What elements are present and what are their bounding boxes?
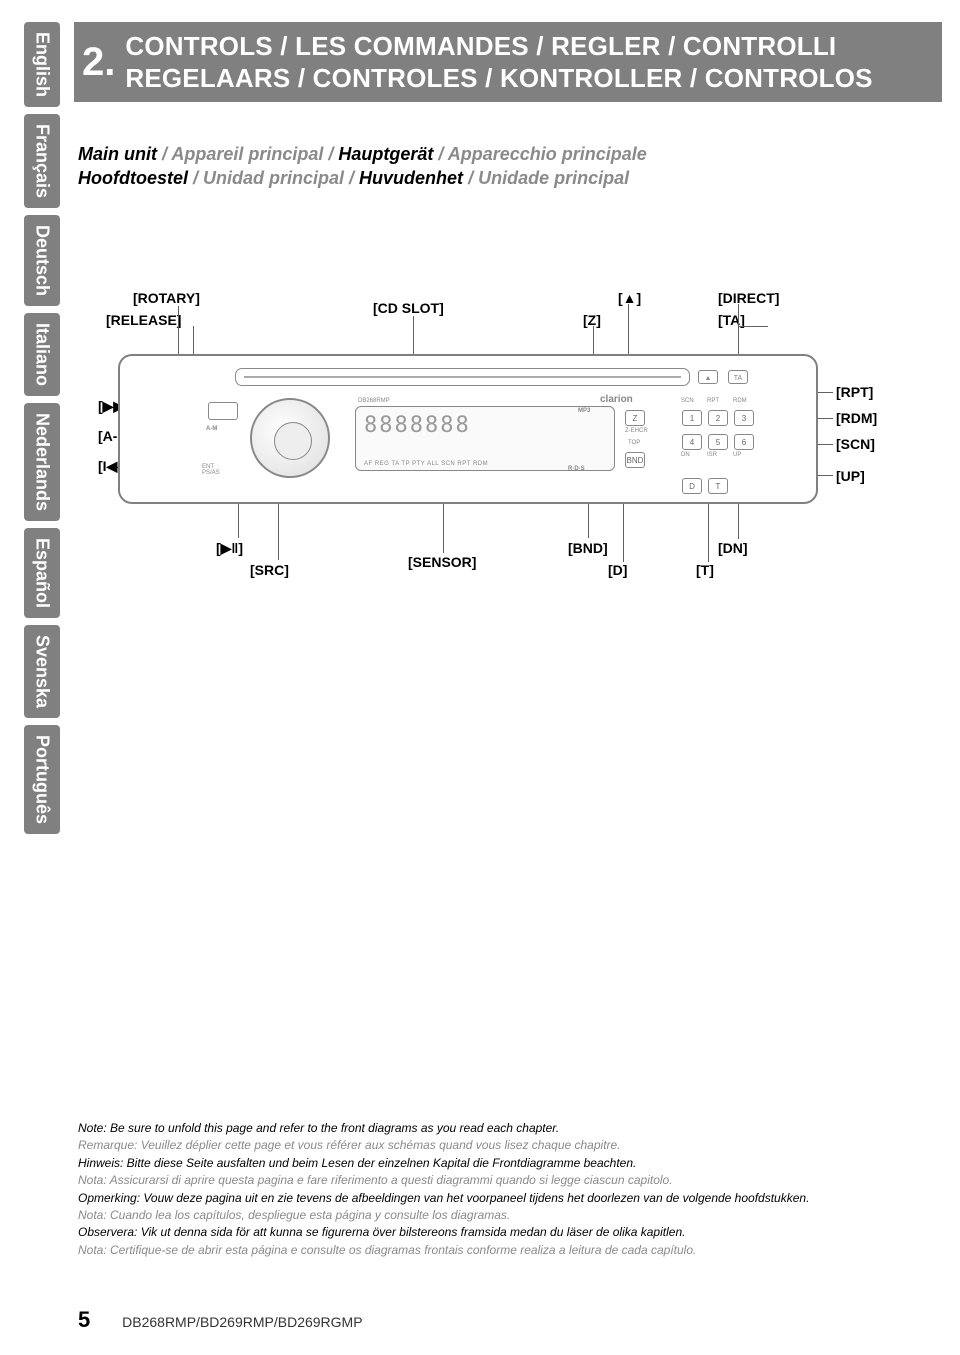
lang-tab-english: English <box>24 22 60 107</box>
z-button: Z <box>625 410 645 426</box>
label-rpt: [RPT] <box>836 384 873 400</box>
bnd-button: BND <box>625 452 645 468</box>
leader-line <box>278 495 279 560</box>
note-line: Remarque: Veuillez déplier cette page et… <box>78 1137 938 1154</box>
label-d: [D] <box>608 562 627 578</box>
car-stereo-face: ▲ TA 8888888 AF REG TA TP PTY ALL SCN RP… <box>118 354 818 504</box>
rds-badge: R·D·S <box>568 466 585 472</box>
main-unit-part: / <box>463 168 478 188</box>
controls-diagram: [ROTARY] [RELEASE] [CD SLOT] [▲] [Z] [DI… <box>78 270 878 620</box>
preset-button-6: 6 <box>734 434 754 450</box>
am-text: A-M <box>206 426 217 432</box>
label-scn: [SCN] <box>836 436 875 452</box>
lang-tab-español: Español <box>24 528 60 618</box>
page-number: 5 <box>78 1307 90 1332</box>
ta-button: TA <box>728 370 748 384</box>
note-line: Hinweis: Bitte diese Seite ausfalten und… <box>78 1155 938 1172</box>
header-line1: CONTROLS / LES COMMANDES / REGLER / CONT… <box>125 30 872 63</box>
lcd-subtext: AF REG TA TP PTY ALL SCN RPT RDM <box>364 461 488 467</box>
main-unit-part: Apparecchio principale <box>448 144 647 164</box>
main-unit-part: Hoofdtoestel <box>78 168 188 188</box>
label-up: [UP] <box>836 468 865 484</box>
note-line: Opmerking: Vouw deze pagina uit en zie t… <box>78 1190 938 1207</box>
page-footer: 5 DB268RMP/BD269RMP/BD269RGMP <box>78 1307 363 1333</box>
main-unit-part: / <box>344 168 359 188</box>
header-line2: REGELAARS / CONTROLES / KONTROLLER / CON… <box>125 62 872 95</box>
label-direct: [DIRECT] <box>718 290 779 306</box>
label-dn: [DN] <box>718 540 748 556</box>
mp3-badge: MP3 <box>578 408 590 414</box>
label-z: [Z] <box>583 312 601 328</box>
grid-label: RPT <box>707 398 719 404</box>
header-titles: CONTROLS / LES COMMANDES / REGLER / CONT… <box>125 30 872 95</box>
section-number: 2. <box>82 40 115 85</box>
brand-logo: clarion <box>600 394 633 405</box>
main-unit-part: Main unit <box>78 144 157 164</box>
grid-label: ISR <box>707 452 717 458</box>
eject-button: ▲ <box>698 370 718 384</box>
lang-tab-français: Français <box>24 114 60 208</box>
top-text: TOP <box>628 440 640 446</box>
label-t: [T] <box>696 562 714 578</box>
grid-label: UP <box>733 452 741 458</box>
d-button: D <box>682 478 702 494</box>
leader-line <box>738 326 768 327</box>
preset-button-1: 1 <box>682 410 702 426</box>
model-number: DB268RMP <box>358 398 390 404</box>
label-release: [RELEASE] <box>106 312 181 328</box>
lang-tab-português: Português <box>24 725 60 834</box>
preset-button-3: 3 <box>734 410 754 426</box>
note-line: Nota: Assicurarsi di aprire questa pagin… <box>78 1172 938 1189</box>
preset-button-5: 5 <box>708 434 728 450</box>
main-unit-heading: Main unit / Appareil principal / Hauptge… <box>78 142 647 191</box>
lcd-display: 8888888 AF REG TA TP PTY ALL SCN RPT RDM <box>355 406 615 471</box>
notes-block: Note: Be sure to unfold this page and re… <box>78 1120 938 1259</box>
section-header: 2. CONTROLS / LES COMMANDES / REGLER / C… <box>74 22 942 102</box>
main-unit-part: / <box>433 144 447 164</box>
model-line: DB268RMP/BD269RMP/BD269RGMP <box>122 1314 362 1330</box>
z-enhancer-text: Z-EHCR <box>625 428 648 434</box>
main-unit-part: / <box>323 144 338 164</box>
note-line: Note: Be sure to unfold this page and re… <box>78 1120 938 1137</box>
label-cd-slot: [CD SLOT] <box>373 300 444 316</box>
label-eject: [▲] <box>618 290 641 306</box>
t-button: T <box>708 478 728 494</box>
label-sensor: [SENSOR] <box>408 554 476 570</box>
lcd-segments: 8888888 <box>364 413 471 438</box>
main-unit-part: Unidad principal <box>203 168 344 188</box>
lang-tab-svenska: Svenska <box>24 625 60 718</box>
grid-label: DN <box>681 452 690 458</box>
note-line: Nota: Cuando lea los capítulos, desplieg… <box>78 1207 938 1224</box>
release-button <box>208 402 238 420</box>
grid-label: SCN <box>681 398 694 404</box>
lang-tab-italiano: Italiano <box>24 313 60 396</box>
note-line: Observera: Vik ut denna sida för att kun… <box>78 1224 938 1241</box>
language-sidebar: English Français Deutsch Italiano Nederlands… <box>24 22 60 834</box>
main-unit-part: / <box>188 168 203 188</box>
note-line: Nota: Certifique-se de abrir esta página… <box>78 1242 938 1259</box>
main-unit-part: Hauptgerät <box>338 144 433 164</box>
rotary-knob <box>250 398 330 478</box>
main-unit-part: Huvudenhet <box>359 168 463 188</box>
lang-tab-deutsch: Deutsch <box>24 215 60 306</box>
label-play: [▶‖] <box>216 540 243 557</box>
preset-button-2: 2 <box>708 410 728 426</box>
grid-label: RDM <box>733 398 747 404</box>
main-unit-part: Appareil principal <box>171 144 323 164</box>
main-unit-part: / <box>157 144 171 164</box>
label-bnd: [BND] <box>568 540 608 556</box>
main-unit-part: Unidade principal <box>478 168 629 188</box>
label-rotary: [ROTARY] <box>133 290 200 306</box>
label-src: [SRC] <box>250 562 289 578</box>
lang-tab-nederlands: Nederlands <box>24 403 60 521</box>
ent-text: ENT PS/AS <box>202 464 220 476</box>
preset-button-4: 4 <box>682 434 702 450</box>
label-rdm: [RDM] <box>836 410 877 426</box>
cd-slot <box>235 368 690 386</box>
